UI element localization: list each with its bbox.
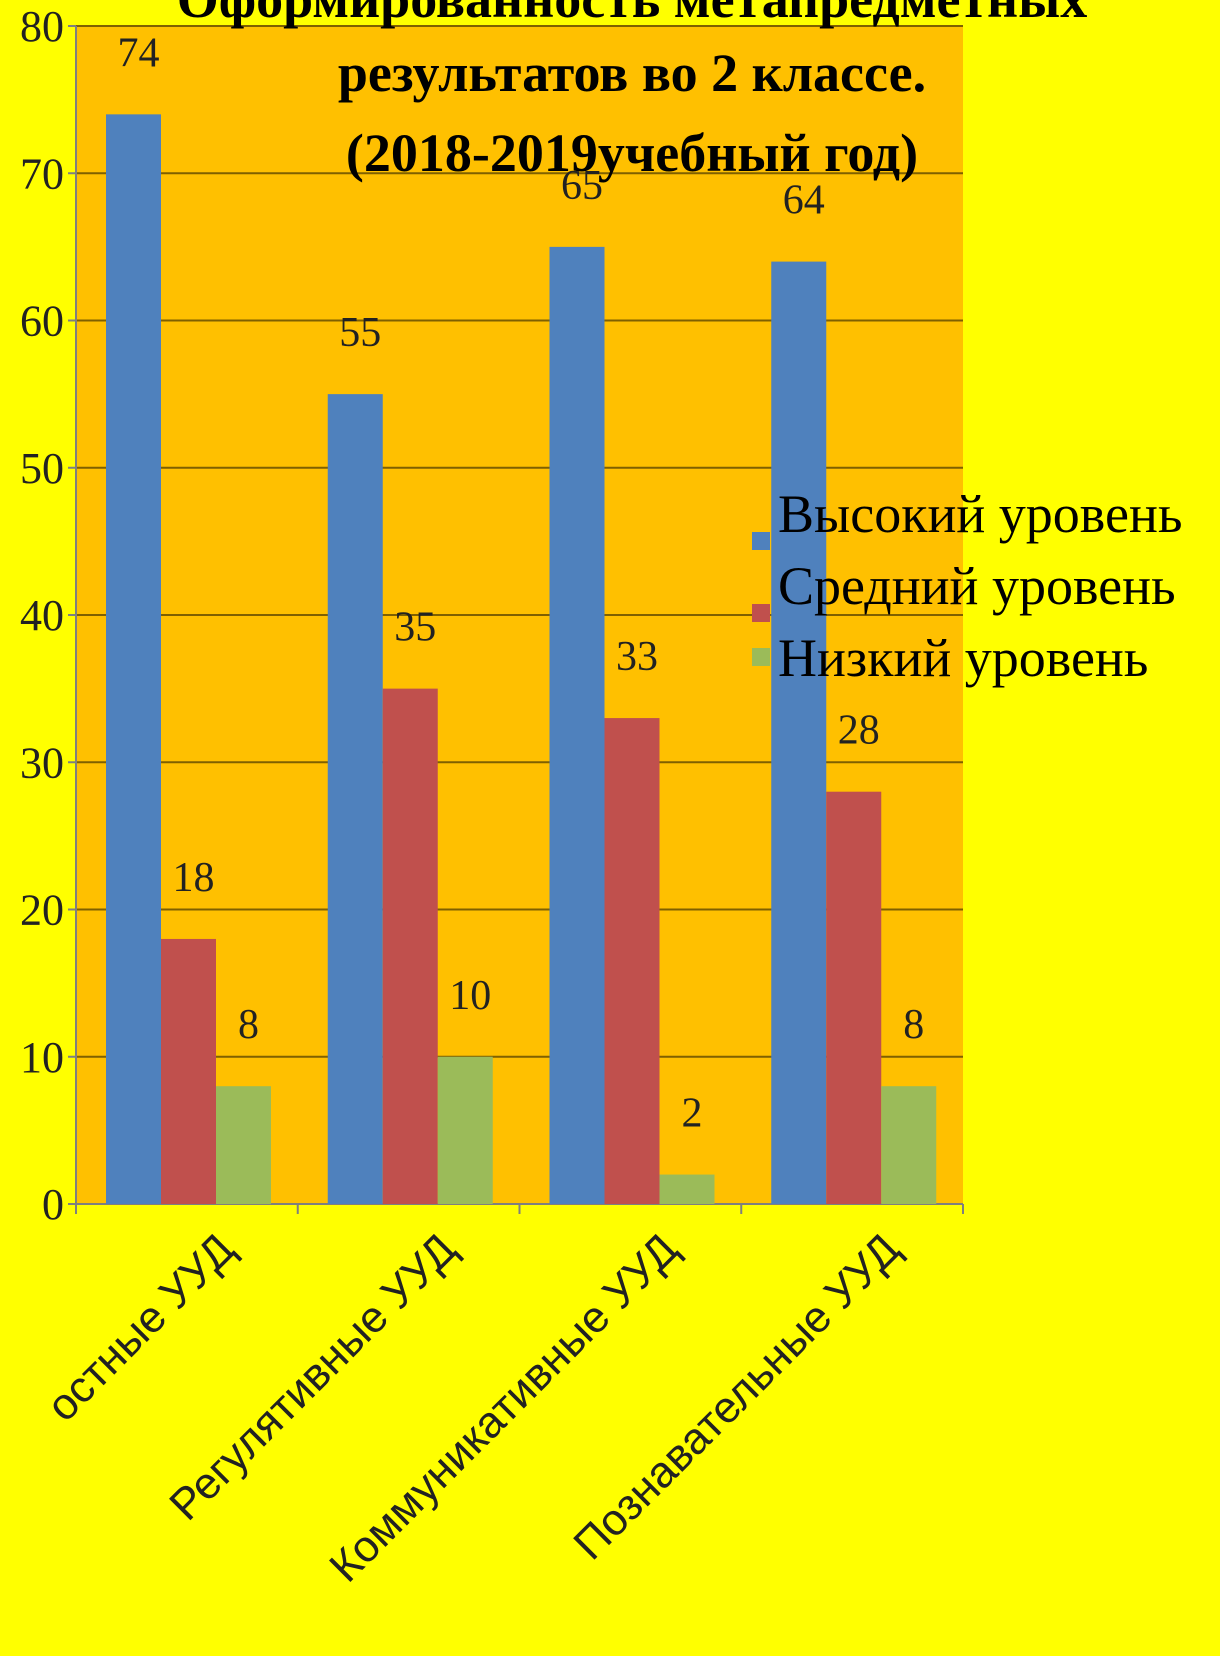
- legend-swatch-high: [752, 532, 770, 550]
- legend-item-low: Низкий уровень: [752, 622, 1220, 694]
- chart-legend: Высокий уровень Средний уровень Низкий у…: [752, 478, 1220, 694]
- data-label: 35: [394, 605, 436, 651]
- chart-title-line-2: результатов во 2 классе.: [337, 43, 927, 103]
- legend-swatch-medium: [752, 604, 770, 622]
- legend-label-high: Высокий уровень: [778, 484, 1183, 544]
- legend-item-high: Высокий уровень: [752, 478, 1220, 550]
- data-label: 33: [616, 634, 658, 680]
- data-label: 55: [339, 310, 381, 356]
- data-label: 10: [449, 973, 491, 1019]
- data-label: 2: [682, 1091, 703, 1137]
- y-tick-label: 60: [20, 297, 64, 346]
- y-tick-label: 0: [42, 1180, 64, 1229]
- chart-title-line-1: Оформированность метапредметных: [22, 0, 1220, 26]
- y-tick-label: 30: [20, 738, 64, 787]
- data-label: 8: [903, 1002, 924, 1048]
- bar-high: [327, 394, 383, 1204]
- bar-low: [216, 1086, 271, 1204]
- bar-low: [881, 1086, 937, 1204]
- bar-high: [771, 261, 827, 1205]
- legend-label-low: Низкий уровень: [778, 628, 1149, 688]
- legend-item-medium: Средний уровень: [752, 550, 1220, 622]
- y-tick-label: 40: [20, 591, 64, 640]
- y-tick-label: 10: [20, 1033, 64, 1082]
- y-tick-label: 80: [20, 2, 64, 51]
- bar-medium: [161, 938, 216, 1204]
- bar-low: [437, 1056, 493, 1204]
- bar-high: [106, 114, 161, 1205]
- bar-medium: [826, 791, 882, 1204]
- data-label: 28: [838, 708, 880, 754]
- y-tick-label: 70: [20, 149, 64, 198]
- chart-title-line-3: (2018-2019учебный год): [345, 123, 919, 183]
- y-tick-label: 50: [20, 444, 64, 493]
- data-label: 64: [783, 178, 825, 224]
- legend-swatch-low: [752, 648, 770, 666]
- data-label: 8: [238, 1002, 259, 1048]
- bar-medium: [382, 688, 438, 1204]
- legend-label-medium: Средний уровень: [778, 556, 1176, 616]
- x-category-label: остные УУД: [37, 1224, 243, 1430]
- y-tick-label: 20: [20, 886, 64, 935]
- bar-high: [549, 246, 605, 1204]
- data-label: 74: [118, 30, 160, 76]
- bar-medium: [604, 718, 660, 1204]
- bar-low: [659, 1174, 715, 1204]
- data-label: 65: [561, 163, 603, 209]
- data-label: 18: [173, 855, 215, 901]
